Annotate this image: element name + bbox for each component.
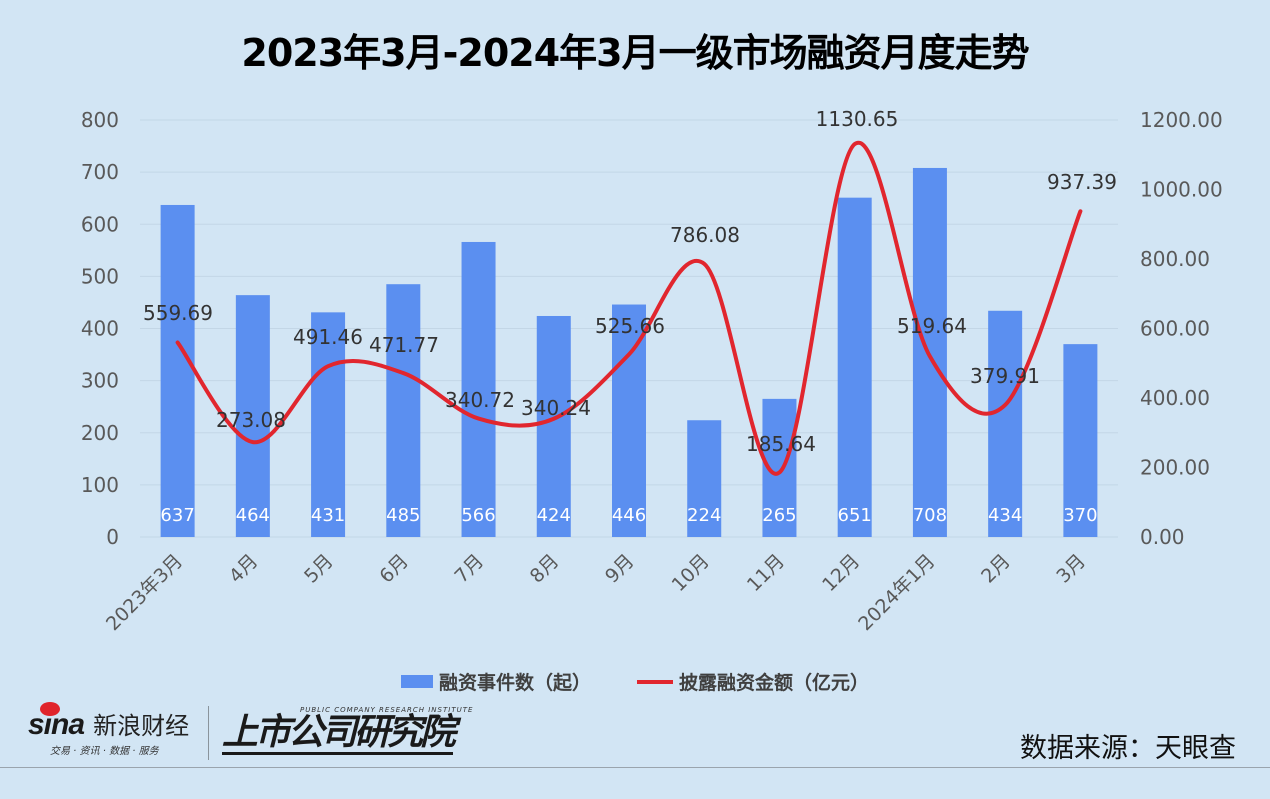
svg-text:2月: 2月 bbox=[977, 550, 1015, 588]
svg-text:0: 0 bbox=[106, 525, 119, 549]
svg-text:491.46: 491.46 bbox=[293, 325, 363, 349]
institute-en-name: PUBLIC COMPANY RESEARCH INSTITUTE bbox=[300, 706, 474, 714]
legend-item-line: 披露融资金额（亿元） bbox=[637, 668, 869, 695]
svg-text:600: 600 bbox=[81, 212, 119, 236]
legend-line-label: 披露融资金额（亿元） bbox=[679, 672, 870, 694]
svg-text:651: 651 bbox=[838, 505, 872, 526]
svg-text:800.00: 800.00 bbox=[1140, 247, 1210, 271]
svg-text:200.00: 200.00 bbox=[1140, 456, 1210, 480]
svg-text:937.39: 937.39 bbox=[1047, 170, 1117, 194]
svg-text:2024年1月: 2024年1月 bbox=[854, 550, 939, 635]
legend-item-bar: 融资事件数（起） bbox=[400, 668, 591, 695]
svg-text:3月: 3月 bbox=[1052, 550, 1090, 588]
svg-text:100: 100 bbox=[81, 473, 119, 497]
svg-text:446: 446 bbox=[612, 505, 646, 526]
sina-tagline: 交易 · 资讯 · 数据 · 服务 bbox=[50, 746, 159, 757]
svg-text:8月: 8月 bbox=[526, 550, 564, 588]
institute-cn-name: 上市公司研究院 bbox=[222, 712, 456, 755]
svg-text:708: 708 bbox=[913, 505, 947, 526]
svg-text:370: 370 bbox=[1063, 505, 1097, 526]
svg-text:400.00: 400.00 bbox=[1140, 386, 1210, 410]
line-series bbox=[175, 140, 1083, 476]
svg-text:566: 566 bbox=[461, 505, 495, 526]
legend: 融资事件数（起） 披露融资金额（亿元） bbox=[0, 668, 1270, 695]
svg-text:273.08: 273.08 bbox=[216, 408, 286, 432]
sina-eye-icon bbox=[40, 702, 60, 716]
svg-text:265: 265 bbox=[762, 505, 796, 526]
line-swatch-icon bbox=[637, 679, 673, 684]
svg-text:431: 431 bbox=[311, 505, 345, 526]
svg-text:0.00: 0.00 bbox=[1140, 525, 1185, 549]
svg-text:5月: 5月 bbox=[300, 550, 338, 588]
line-data-labels: 559.69 273.08 491.46 471.77 340.72 340.24 525.… bbox=[143, 107, 1117, 456]
svg-text:637: 637 bbox=[160, 505, 194, 526]
svg-text:12月: 12月 bbox=[818, 550, 864, 596]
bar-swatch-icon bbox=[400, 675, 433, 688]
svg-text:525.66: 525.66 bbox=[595, 314, 665, 338]
svg-text:559.69: 559.69 bbox=[143, 301, 213, 325]
svg-text:485: 485 bbox=[386, 505, 420, 526]
svg-text:4月: 4月 bbox=[225, 550, 263, 588]
sina-cn-name: 新浪财经 bbox=[93, 712, 190, 740]
svg-text:200: 200 bbox=[81, 421, 119, 445]
svg-text:6月: 6月 bbox=[375, 550, 413, 588]
svg-text:434: 434 bbox=[988, 505, 1022, 526]
svg-text:519.64: 519.64 bbox=[897, 314, 967, 338]
combo-chart: 0 100 200 300 400 500 600 700 800 0.00 200.00 400.… bbox=[81, 107, 1223, 635]
data-source: 数据来源：天眼查 bbox=[1020, 733, 1236, 764]
svg-text:600.00: 600.00 bbox=[1140, 317, 1210, 341]
svg-text:340.72: 340.72 bbox=[445, 388, 515, 412]
svg-text:1130.65: 1130.65 bbox=[816, 107, 899, 131]
svg-text:185.64: 185.64 bbox=[746, 432, 816, 456]
svg-text:379.91: 379.91 bbox=[970, 364, 1040, 388]
svg-text:340.24: 340.24 bbox=[521, 396, 591, 420]
svg-text:500: 500 bbox=[81, 264, 119, 288]
svg-text:400: 400 bbox=[81, 317, 119, 341]
svg-text:224: 224 bbox=[687, 505, 721, 526]
svg-text:2023年3月: 2023年3月 bbox=[102, 550, 187, 635]
svg-text:1000.00: 1000.00 bbox=[1140, 178, 1223, 202]
svg-text:7月: 7月 bbox=[451, 550, 489, 588]
svg-text:471.77: 471.77 bbox=[369, 333, 439, 357]
left-axis-ticks: 0 100 200 300 400 500 600 700 800 bbox=[81, 108, 119, 549]
legend-bar-label: 融资事件数（起） bbox=[438, 672, 591, 694]
svg-text:10月: 10月 bbox=[668, 550, 714, 596]
svg-text:800: 800 bbox=[81, 108, 119, 132]
right-axis-ticks: 0.00 200.00 400.00 600.00 800.00 1000.00 1200.… bbox=[1140, 108, 1223, 549]
footer-divider bbox=[0, 767, 1270, 768]
svg-text:9月: 9月 bbox=[601, 550, 639, 588]
svg-text:700: 700 bbox=[81, 160, 119, 184]
svg-text:786.08: 786.08 bbox=[670, 223, 740, 247]
svg-text:1200.00: 1200.00 bbox=[1140, 108, 1223, 132]
sina-finance-logo: sina 新浪财经 交易 · 资讯 · 数据 · 服务 bbox=[28, 702, 190, 757]
svg-text:424: 424 bbox=[537, 505, 571, 526]
svg-text:464: 464 bbox=[236, 505, 270, 526]
svg-text:11月: 11月 bbox=[743, 550, 789, 596]
svg-text:300: 300 bbox=[81, 369, 119, 393]
logo-divider bbox=[208, 706, 209, 760]
chart-title: 2023年3月-2024年3月一级市场融资月度走势 bbox=[241, 31, 1029, 75]
